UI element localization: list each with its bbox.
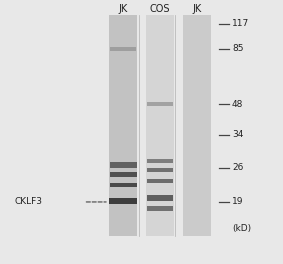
Bar <box>146 15 174 236</box>
Bar <box>109 15 137 236</box>
Bar <box>110 183 137 187</box>
Text: JK: JK <box>119 4 128 14</box>
Bar <box>147 159 173 163</box>
Text: COS: COS <box>150 4 170 14</box>
Text: 26: 26 <box>232 163 243 172</box>
Text: 19: 19 <box>232 197 244 206</box>
Bar <box>110 172 137 177</box>
Bar <box>147 168 173 172</box>
Text: (kD): (kD) <box>232 224 251 233</box>
Text: 34: 34 <box>232 130 243 139</box>
Bar <box>147 195 173 201</box>
Bar <box>109 198 137 204</box>
Bar <box>110 47 136 51</box>
Bar <box>183 15 211 236</box>
Text: 117: 117 <box>232 19 249 28</box>
Bar <box>147 179 173 183</box>
Bar <box>110 162 137 168</box>
Text: CKLF3: CKLF3 <box>14 197 42 206</box>
Bar <box>147 102 173 106</box>
Text: 85: 85 <box>232 44 244 53</box>
Bar <box>147 206 173 211</box>
Text: JK: JK <box>192 4 201 14</box>
Text: 48: 48 <box>232 100 243 109</box>
